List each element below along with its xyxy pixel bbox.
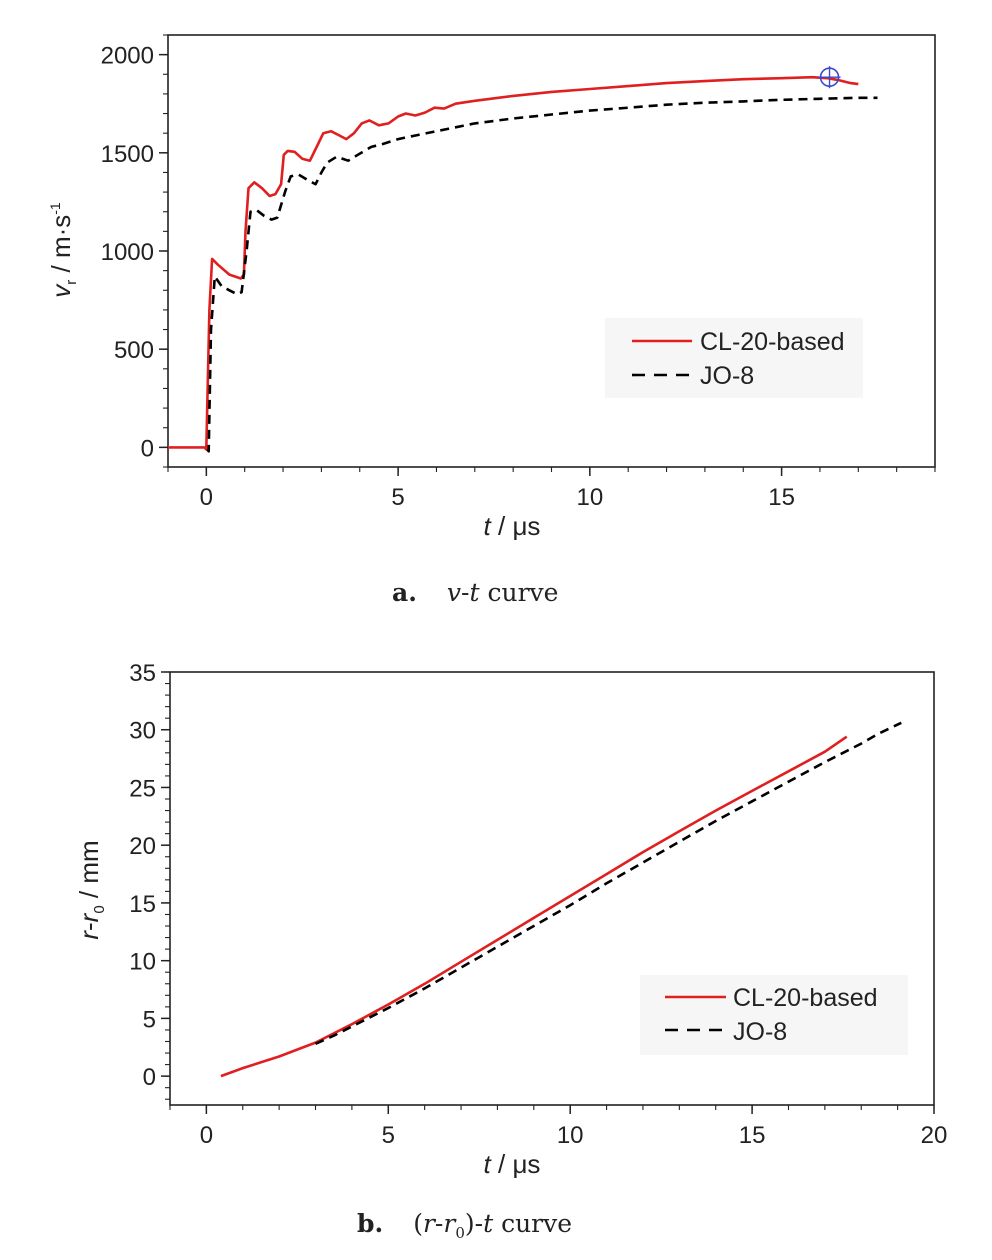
chart-a-data-cursor-icon bbox=[818, 66, 841, 89]
chart-b-xlabel: t / μs bbox=[484, 1149, 541, 1179]
chart-b-legend-label-cl20: CL-20-based bbox=[733, 984, 878, 1012]
chart-a-legend-box bbox=[605, 318, 863, 398]
chart-a-legend-label-jo8: JO-8 bbox=[700, 362, 754, 390]
chart-a-legend: CL-20-based JO-8 bbox=[605, 318, 863, 398]
chart-b-ytick-label: 30 bbox=[129, 718, 156, 745]
chart-b-legend-label-jo8: JO-8 bbox=[733, 1018, 787, 1046]
chart-b-ytick-label: 15 bbox=[129, 891, 156, 918]
chart-a-xlabel: t / μs bbox=[484, 511, 541, 541]
chart-b-ytick-label: 0 bbox=[143, 1064, 156, 1091]
chart-a-ytick-label: 2000 bbox=[101, 43, 154, 70]
chart-a-ytick-label: 1500 bbox=[101, 141, 154, 168]
chart-b-caption: b. (r-r0)-t curve bbox=[357, 1209, 572, 1242]
chart-b-ytick-label: 25 bbox=[129, 775, 156, 802]
chart-a-legend-label-cl20: CL-20-based bbox=[700, 328, 845, 356]
chart-a-xtick-label: 0 bbox=[200, 484, 213, 511]
chart-a-series-cl-20-based bbox=[168, 75, 859, 451]
chart-b-xtick-label: 10 bbox=[557, 1122, 584, 1149]
chart-a-ytick-label: 500 bbox=[114, 337, 154, 364]
chart-a-caption: a. v-t curve bbox=[392, 578, 558, 607]
chart-a-xtick-label: 10 bbox=[576, 484, 603, 511]
chart-b-ytick-label: 10 bbox=[129, 949, 156, 976]
chart-a-ylabel: vr / m·s-1 bbox=[46, 202, 80, 298]
chart-a-ytick-label: 0 bbox=[141, 435, 154, 462]
chart-a-ytick-label: 1000 bbox=[101, 239, 154, 266]
chart-a: 0 5 10 15 0 500 1000 1500 2000 vr / m·s-1 t / μs… bbox=[46, 34, 936, 607]
chart-b-legend: CL-20-based JO-8 bbox=[640, 975, 908, 1055]
chart-a-series-jo-8 bbox=[206, 96, 878, 453]
chart-a-xtick-label: 15 bbox=[768, 484, 795, 511]
chart-b-xtick-label: 15 bbox=[739, 1122, 766, 1149]
chart-b-ylabel: r-r0 / mm bbox=[74, 840, 108, 939]
chart-b-ytick-label: 35 bbox=[129, 660, 156, 687]
chart-b-series-jo-8 bbox=[314, 721, 902, 1045]
chart-b-legend-box bbox=[640, 975, 908, 1055]
chart-b-frame bbox=[169, 671, 935, 1106]
chart-b-ytick-label: 5 bbox=[143, 1006, 156, 1033]
chart-b-xtick-label: 0 bbox=[200, 1122, 213, 1149]
chart-a-xtick-label: 5 bbox=[391, 484, 404, 511]
chart-b-xtick-label: 20 bbox=[921, 1122, 948, 1149]
chart-b-xtick-label: 5 bbox=[382, 1122, 395, 1149]
chart-b-ytick-label: 20 bbox=[129, 833, 156, 860]
